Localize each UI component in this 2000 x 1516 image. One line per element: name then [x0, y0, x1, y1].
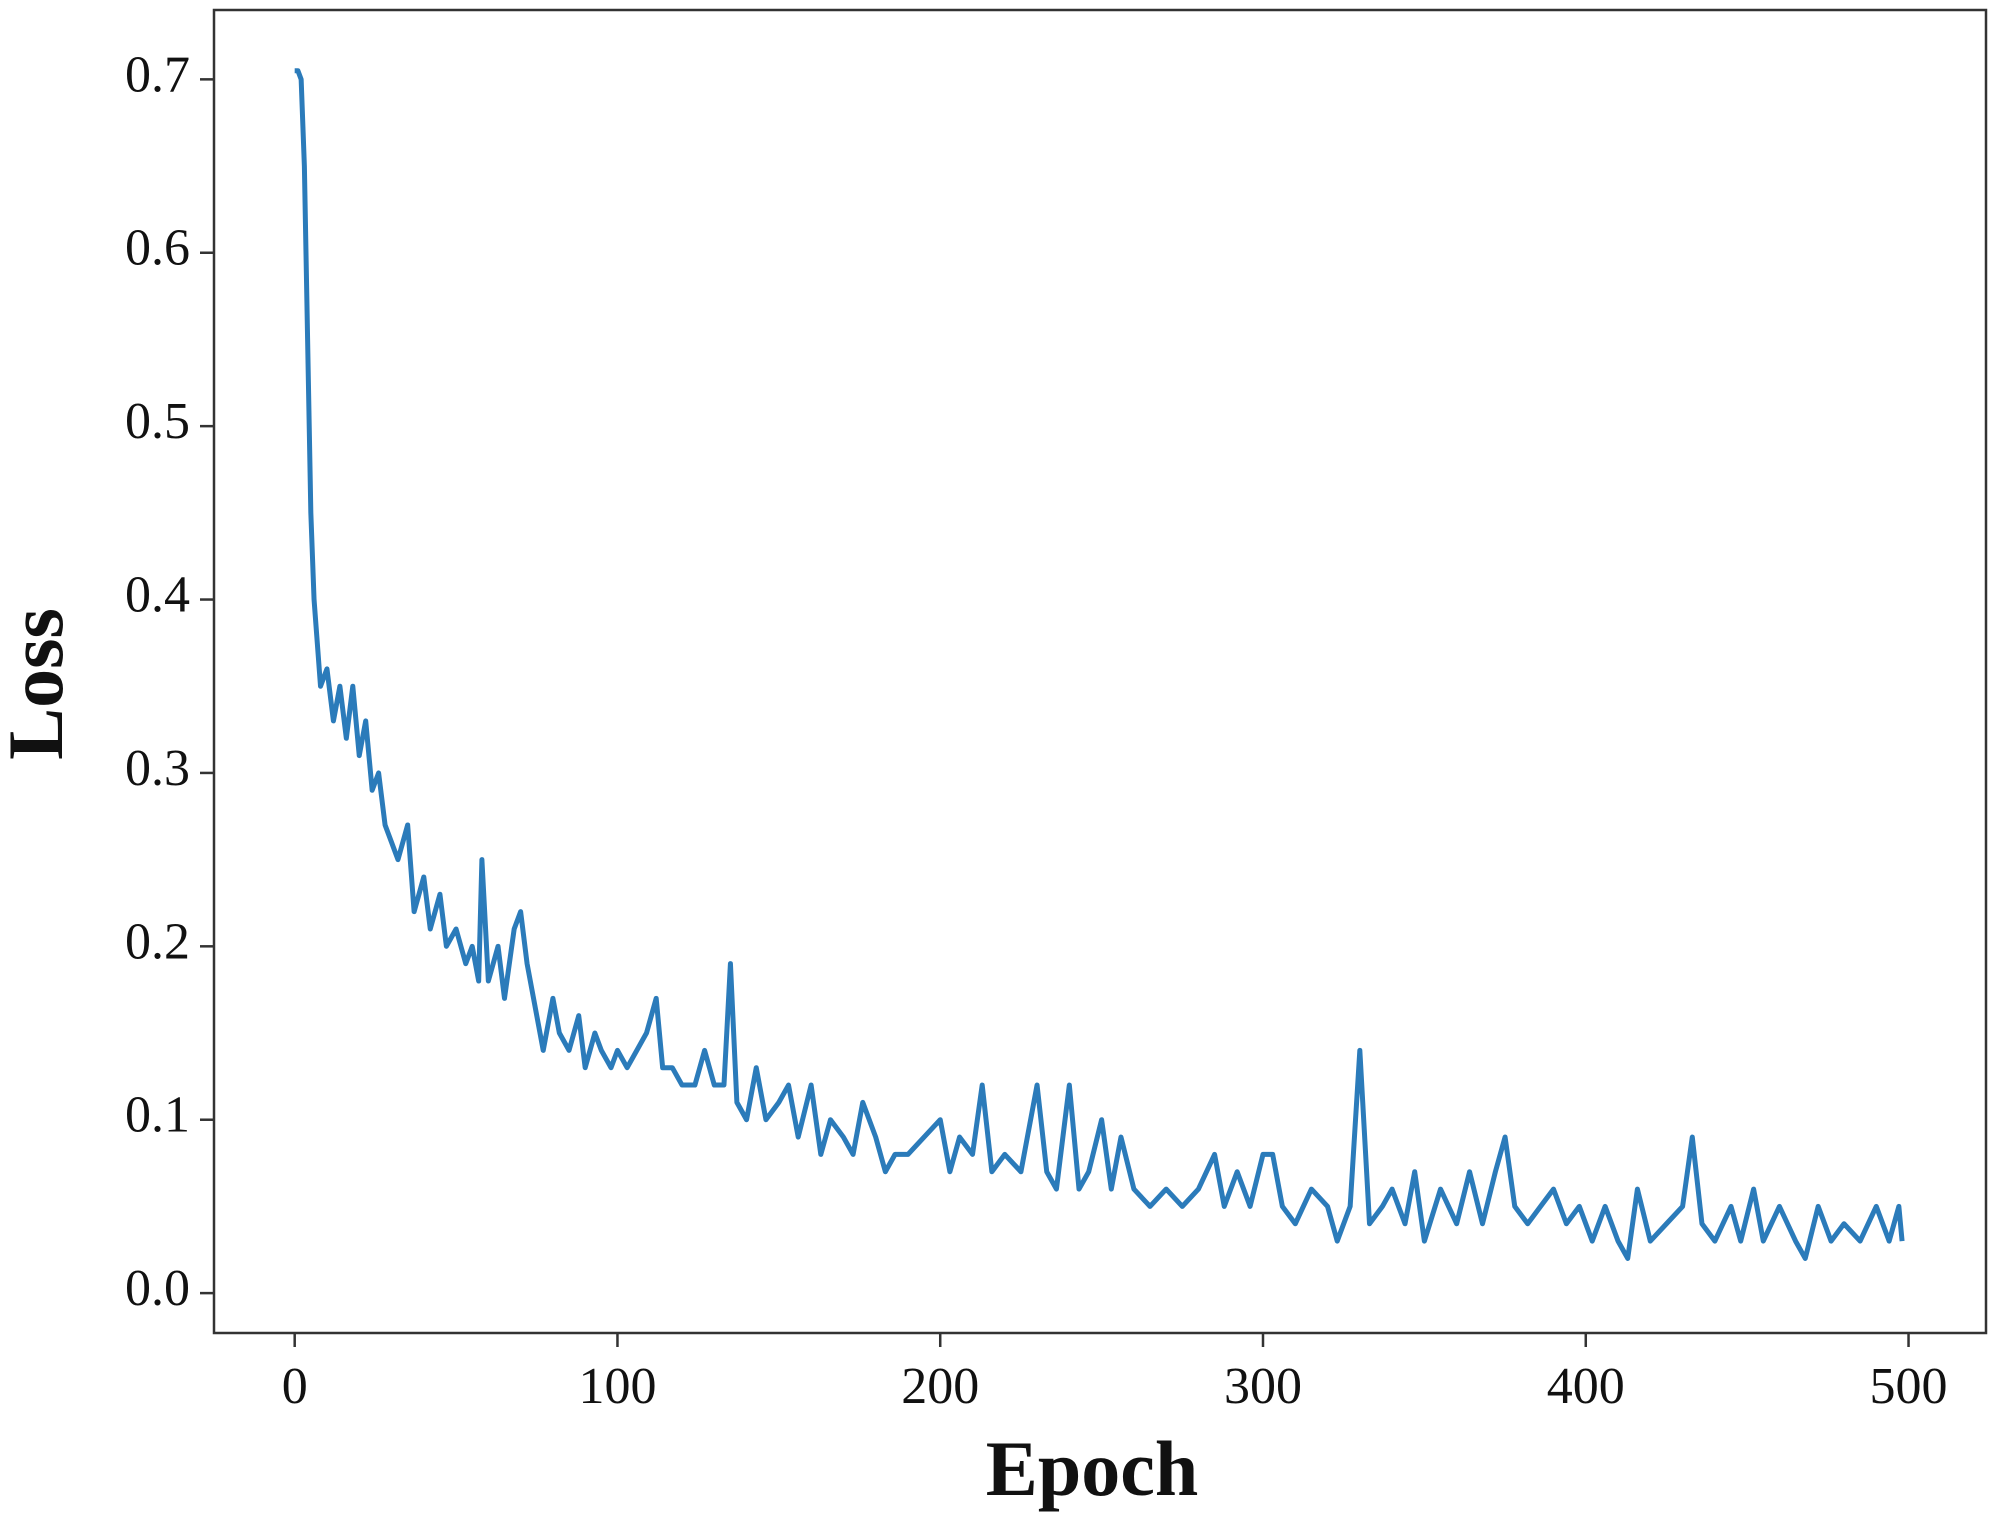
plot-frame: [212, 8, 1988, 1335]
y-tick-label: 0.3: [125, 740, 190, 797]
y-tick-label: 0.6: [125, 220, 190, 277]
x-tick-label: 300: [1224, 1358, 1302, 1415]
y-tick-label: 0.4: [125, 566, 190, 623]
y-tick-label: 0.2: [125, 913, 190, 970]
y-axis-label: Loss: [0, 608, 79, 760]
x-tick-label: 200: [901, 1358, 979, 1415]
x-tick-label: 500: [1870, 1358, 1948, 1415]
x-tick-label: 400: [1547, 1358, 1625, 1415]
x-axis-label: Epoch: [986, 1425, 1198, 1512]
x-tick-label: 0: [282, 1358, 308, 1415]
y-tick-label: 0.0: [125, 1260, 190, 1317]
y-tick-label: 0.5: [125, 393, 190, 450]
loss-line: [294, 68, 1905, 1261]
x-tick-label: 100: [578, 1358, 656, 1415]
y-tick-label: 0.7: [125, 46, 190, 103]
y-tick-label: 0.1: [125, 1087, 190, 1144]
